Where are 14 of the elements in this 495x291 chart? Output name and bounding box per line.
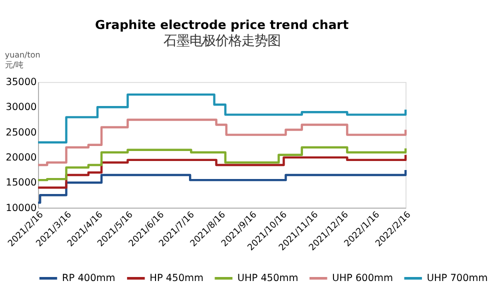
y-tick-label: 25000 (6, 127, 37, 138)
chart-subtitle: 石墨电极价格走势图 (163, 34, 280, 49)
legend-label: HP 450mm (150, 273, 204, 284)
y-axis-title: yuan/ton 元/吨 (4, 50, 40, 70)
y-tick-label: 20000 (6, 152, 37, 164)
y-tick-label: 35000 (6, 77, 37, 88)
y-tick-label: 15000 (6, 178, 37, 189)
legend-label: UHP 600mm (332, 273, 394, 284)
legend-label: RP 400mm (62, 273, 116, 284)
legend-label: UHP 450mm (237, 273, 298, 284)
y-tick-label: 30000 (6, 102, 37, 114)
legend-label: UHP 700mm (426, 273, 488, 284)
y-tick-label: 10000 (6, 202, 37, 214)
chart-title: Graphite electrode price trend chart (94, 16, 349, 32)
